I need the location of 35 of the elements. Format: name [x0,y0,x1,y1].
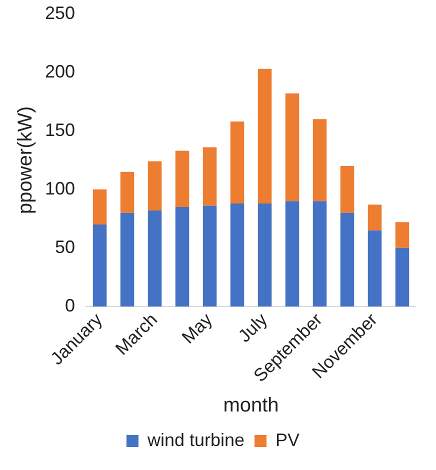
bar [395,248,410,306]
y-tick-label: 150 [44,120,76,140]
y-tick-label: 0 [65,295,76,316]
y-tick-label: 200 [44,61,76,82]
bar [368,230,382,306]
bar [312,119,327,202]
bar [202,206,217,306]
bar [120,172,134,213]
bar [340,166,354,213]
y-tick-label: 50 [55,236,76,257]
bar [258,68,272,204]
bar [312,201,327,306]
bar [120,212,134,306]
y-tick-label: 250 [44,2,76,23]
y-axis-title: ppower(kW) [14,106,37,214]
bar [92,224,107,306]
bar [202,147,217,206]
legend-label: wind turbine [146,430,245,450]
bar [175,150,190,207]
bar [92,189,107,225]
bar [148,161,162,210]
x-axis-title: month [223,394,279,417]
bar [340,212,354,306]
bar [285,93,300,202]
y-tick-label: 100 [44,178,76,198]
bar [175,206,190,306]
bar [395,222,410,248]
bar [368,204,382,230]
legend-label: PV [276,430,300,450]
bar [230,203,244,306]
bar [148,210,162,306]
bar [230,122,244,204]
bar [258,203,272,306]
x-tick-label: May [178,309,216,348]
bar [285,201,300,306]
